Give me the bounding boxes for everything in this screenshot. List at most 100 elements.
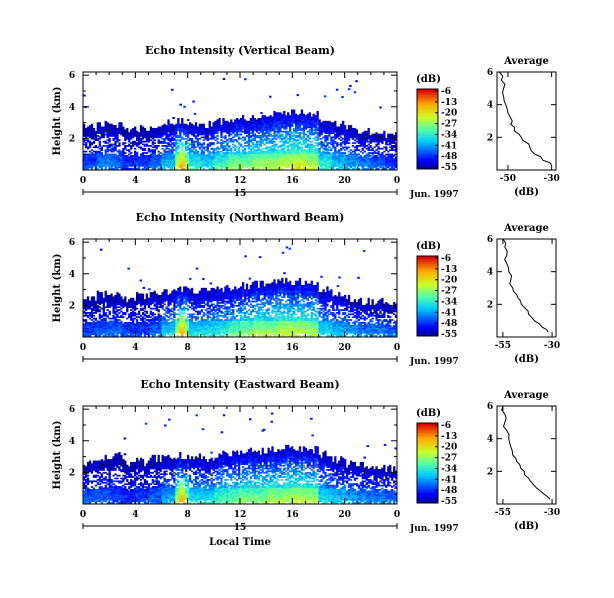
heatmap-cell bbox=[124, 135, 127, 137]
heatmap-cell bbox=[208, 145, 211, 147]
heatmap-cell bbox=[267, 120, 270, 123]
heatmap-cell bbox=[324, 162, 327, 164]
heatmap-cell bbox=[216, 120, 219, 123]
heatmap-cell bbox=[83, 327, 86, 330]
heatmap-cell bbox=[261, 157, 264, 160]
colorbar-swatch bbox=[417, 127, 438, 130]
heatmap-cell bbox=[175, 156, 178, 159]
heatmap-cell bbox=[104, 162, 107, 164]
heatmap-cell bbox=[116, 127, 119, 130]
heatmap-cell bbox=[298, 146, 302, 149]
heatmap-cell bbox=[298, 136, 302, 139]
heatmap-cell bbox=[245, 129, 249, 132]
heatmap-cell bbox=[94, 302, 98, 304]
heatmap-cell bbox=[240, 164, 243, 167]
heatmap-cell bbox=[291, 143, 294, 146]
heatmap-cell bbox=[294, 136, 298, 139]
heatmap-cell bbox=[243, 145, 247, 147]
heatmap-cell bbox=[118, 122, 121, 124]
heatmap-cell bbox=[271, 150, 274, 153]
heatmap-cell bbox=[204, 154, 207, 157]
heatmap-cell bbox=[316, 152, 319, 154]
heatmap-cell bbox=[108, 139, 111, 142]
heatmap-cell bbox=[206, 147, 209, 150]
heatmap-cell bbox=[304, 123, 308, 126]
heatmap-cell bbox=[259, 149, 262, 152]
heatmap-cell bbox=[124, 331, 127, 334]
heatmap-cell bbox=[345, 162, 349, 164]
heatmap-cell bbox=[108, 324, 111, 327]
heatmap-cell bbox=[94, 303, 98, 306]
heatmap-cell bbox=[351, 136, 355, 139]
heatmap-cell bbox=[308, 150, 311, 153]
heatmap-cell bbox=[204, 159, 207, 161]
heatmap-cell bbox=[212, 126, 215, 129]
heatmap-cell bbox=[108, 143, 111, 146]
heatmap-cell bbox=[371, 139, 374, 142]
heatmap-cell bbox=[135, 292, 139, 294]
heatmap-cell bbox=[251, 143, 255, 146]
heatmap-cell bbox=[181, 120, 184, 123]
heatmap-cell bbox=[206, 133, 209, 136]
heatmap-cell bbox=[269, 164, 272, 167]
heatmap-cell bbox=[179, 140, 182, 143]
heatmap-cell bbox=[334, 149, 337, 152]
heatmap-cell bbox=[369, 139, 372, 142]
heatmap-cell bbox=[175, 153, 178, 156]
heatmap-cell bbox=[314, 130, 317, 133]
heatmap-cell bbox=[253, 135, 256, 137]
heatmap-cell bbox=[228, 156, 231, 159]
heatmap-cell bbox=[369, 142, 372, 144]
heatmap-cell bbox=[287, 140, 290, 143]
heatmap-cell bbox=[126, 130, 129, 133]
heatmap-cell bbox=[318, 149, 321, 152]
heatmap-cell bbox=[287, 149, 290, 152]
heatmap-cell bbox=[84, 326, 88, 328]
heatmap-cell bbox=[183, 164, 186, 167]
heatmap-cell bbox=[206, 145, 209, 147]
heatmap-cell bbox=[292, 150, 296, 153]
heatmap-cell bbox=[273, 150, 276, 153]
heatmap-cell bbox=[371, 140, 374, 143]
heatmap-cell bbox=[204, 162, 207, 164]
heatmap-cell bbox=[279, 150, 282, 153]
heatmap-cell bbox=[353, 162, 357, 164]
heatmap-cell bbox=[338, 162, 341, 164]
heatmap-cell bbox=[289, 149, 292, 152]
heatmap-cell bbox=[234, 164, 237, 167]
heatmap-cell bbox=[126, 137, 129, 140]
heatmap-cell bbox=[190, 162, 194, 164]
heatmap-cell bbox=[328, 160, 331, 163]
heatmap-cell bbox=[190, 160, 194, 163]
heatmap-cell bbox=[132, 300, 135, 303]
heatmap-cell bbox=[190, 127, 194, 130]
heatmap-cell bbox=[322, 120, 325, 123]
heatmap-cell bbox=[128, 304, 131, 307]
heatmap-cell bbox=[263, 137, 266, 140]
heatmap-cell bbox=[194, 153, 198, 156]
heatmap-cell bbox=[92, 146, 96, 149]
heatmap-cell bbox=[110, 123, 113, 126]
heatmap-cell bbox=[200, 152, 204, 154]
heatmap-cell bbox=[130, 331, 133, 334]
heatmap-cell bbox=[98, 166, 101, 169]
heatmap-cell bbox=[124, 299, 127, 301]
heatmap-cell bbox=[369, 136, 372, 139]
heatmap-cell bbox=[104, 149, 107, 152]
day-label: 15 bbox=[234, 189, 247, 199]
heatmap-cell bbox=[104, 157, 107, 160]
heatmap-cell bbox=[326, 136, 329, 139]
heatmap-cell bbox=[322, 150, 325, 153]
heatmap-cell bbox=[269, 142, 272, 144]
heatmap-cell bbox=[167, 164, 170, 167]
heatmap-cell bbox=[395, 164, 398, 167]
heatmap-cell bbox=[306, 152, 309, 154]
heatmap-cell bbox=[90, 125, 94, 127]
heatmap-cell bbox=[179, 132, 182, 134]
heatmap-cell bbox=[249, 126, 253, 129]
profile-y-tick-label: 4 bbox=[487, 101, 493, 111]
heatmap-cell bbox=[240, 145, 243, 147]
heatmap-cell bbox=[141, 137, 145, 140]
heatmap-cell bbox=[332, 152, 335, 154]
heatmap-cell bbox=[106, 135, 109, 137]
